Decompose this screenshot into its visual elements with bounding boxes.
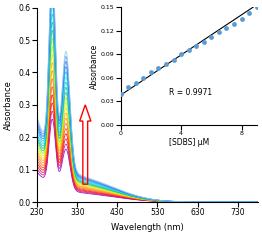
Point	[156, 67, 160, 70]
Y-axis label: Absorbance: Absorbance	[90, 43, 99, 89]
Point	[134, 81, 138, 85]
Point	[194, 44, 198, 47]
Point	[255, 5, 259, 9]
Point	[164, 62, 168, 66]
Text: R = 0.9971: R = 0.9971	[169, 88, 212, 97]
Point	[149, 71, 153, 74]
Point	[209, 35, 214, 39]
X-axis label: [SDBS] μM: [SDBS] μM	[168, 138, 209, 147]
Point	[224, 26, 228, 30]
Point	[239, 17, 244, 21]
Point	[247, 12, 251, 15]
Point	[179, 52, 183, 56]
Point	[187, 48, 191, 51]
Point	[171, 58, 176, 62]
Point	[232, 22, 236, 25]
Y-axis label: Absorbance: Absorbance	[4, 80, 13, 130]
Point	[126, 85, 130, 89]
Point	[202, 40, 206, 44]
Point	[217, 30, 221, 34]
Point	[118, 92, 123, 96]
Point	[141, 76, 145, 80]
X-axis label: Wavelength (nm): Wavelength (nm)	[111, 223, 184, 232]
